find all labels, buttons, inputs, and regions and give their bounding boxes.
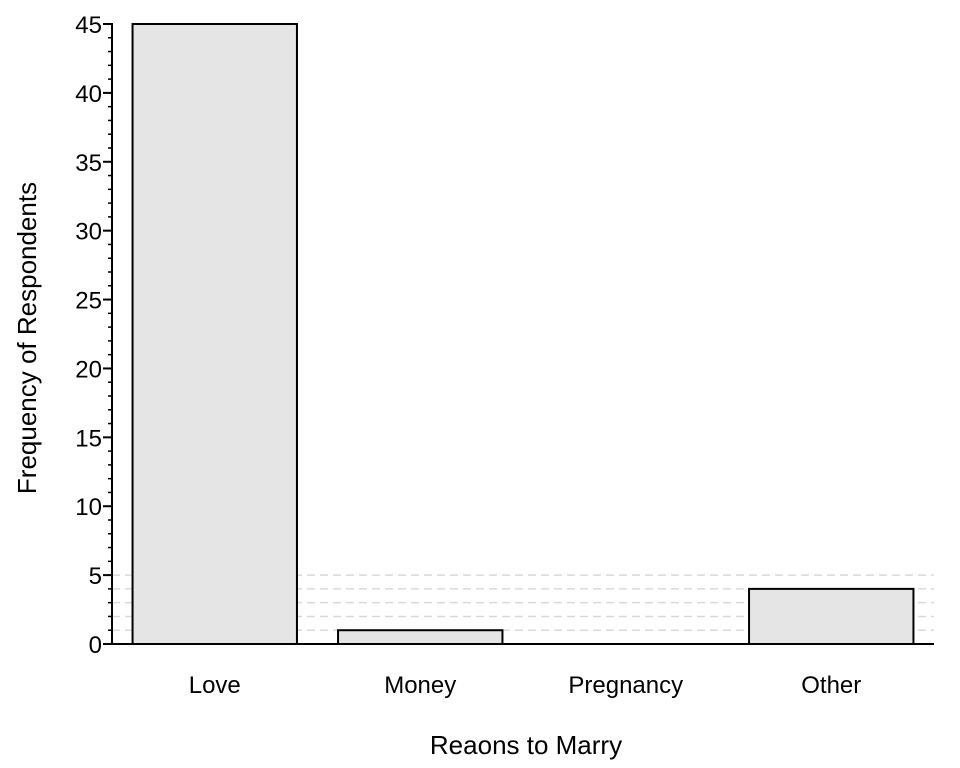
- bar-other: [748, 587, 915, 646]
- y-tick-label: 25: [75, 288, 102, 315]
- category-label: Love: [189, 672, 241, 699]
- category-labels: Love Money Pregnancy Other: [189, 672, 862, 699]
- bars: [131, 23, 915, 646]
- bar-money: [337, 629, 504, 646]
- y-axis: 0 5 10 15 20 25 30 35 40 45: [75, 12, 113, 659]
- y-tick-label: 15: [75, 425, 102, 452]
- y-axis-title: Frequency of Respondents: [12, 182, 42, 494]
- y-tick-label: 35: [75, 150, 102, 177]
- bar-love: [131, 23, 298, 645]
- x-axis-title: Reaons to Marry: [430, 730, 622, 760]
- y-tick-label: 40: [75, 81, 102, 108]
- y-tick-label: 10: [75, 494, 102, 521]
- y-tick-label: 0: [89, 632, 102, 659]
- y-tick-label: 45: [75, 12, 102, 39]
- category-label: Other: [801, 672, 861, 699]
- y-tick-label: 5: [89, 563, 102, 590]
- y-tick-label: 30: [75, 219, 102, 246]
- category-label: Money: [384, 672, 456, 699]
- y-tick-label: 20: [75, 356, 102, 383]
- category-label: Pregnancy: [568, 672, 683, 699]
